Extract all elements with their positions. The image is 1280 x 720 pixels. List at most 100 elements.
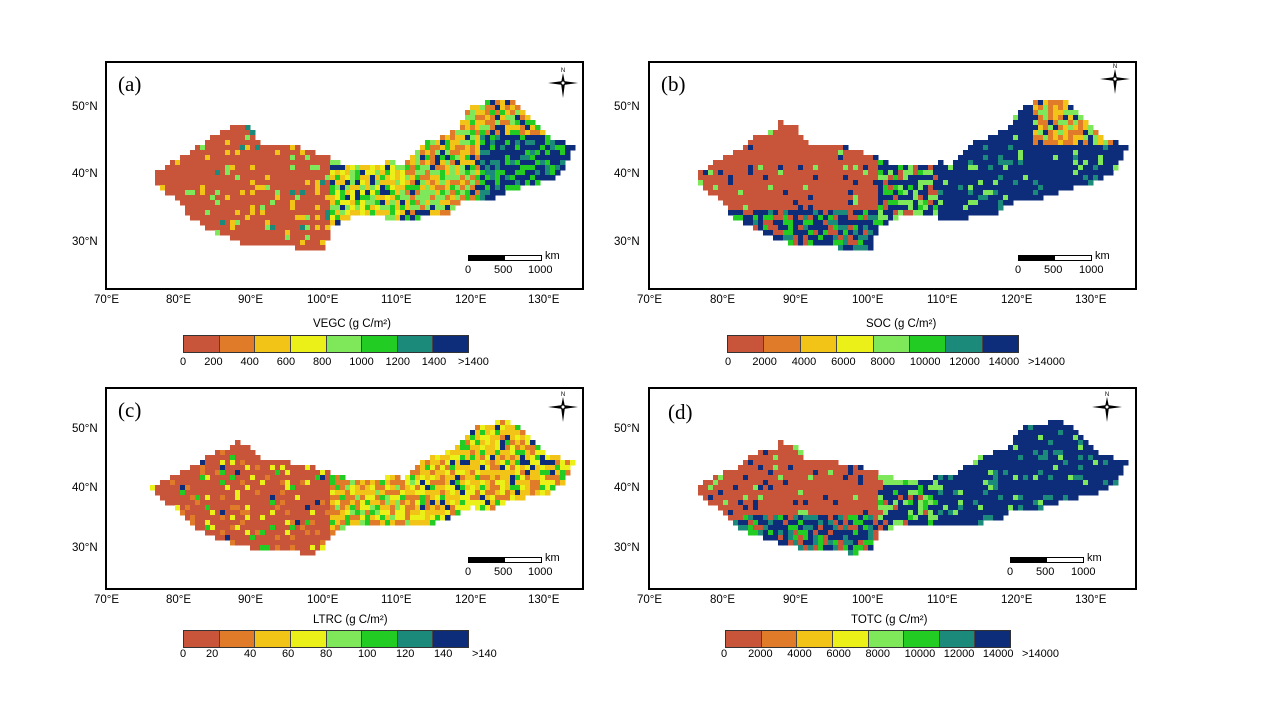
scale-label: 1000 <box>528 566 553 578</box>
lon-tick: 120°E <box>455 594 487 606</box>
lat-tick: 30°N <box>72 236 98 248</box>
lat-tick: 40°N <box>614 482 640 494</box>
legend-swatch <box>184 631 220 647</box>
scale-bar <box>468 557 542 563</box>
lon-tick: 100°E <box>852 294 884 306</box>
lon-tick: 110°E <box>381 294 412 306</box>
lat-tick: 50°N <box>614 101 640 113</box>
legend-label: 2000 <box>748 648 773 660</box>
lon-tick: 80°E <box>710 294 736 306</box>
legend-swatch <box>362 631 398 647</box>
legend-swatch <box>797 631 833 647</box>
scale-label: 1000 <box>528 264 553 276</box>
scale-label: 0 <box>465 264 472 276</box>
legend-swatch <box>326 631 363 647</box>
legend-label: 2000 <box>752 356 777 368</box>
lon-tick: 70°E <box>637 294 663 306</box>
lat-tick: 30°N <box>614 236 640 248</box>
lat-tick: 50°N <box>72 423 98 435</box>
legend-swatch <box>433 336 468 352</box>
legend-swatch <box>761 631 798 647</box>
north-arrow-icon: N <box>546 390 580 429</box>
legend-label: 40 <box>244 648 257 660</box>
lat-tick: 40°N <box>614 168 640 180</box>
legend-label: >1400 <box>458 356 489 368</box>
lon-tick: 70°E <box>94 294 120 306</box>
legend-swatch <box>728 336 765 352</box>
legend-label: >14000 <box>1028 356 1066 368</box>
legend-label: 14000 <box>982 648 1014 660</box>
legend-label: 8000 <box>870 356 895 368</box>
legend-swatch <box>255 336 291 352</box>
color-legend <box>727 335 1019 353</box>
legend-swatch <box>800 336 838 352</box>
legend-label: 120 <box>396 648 415 660</box>
lon-tick: 120°E <box>1001 294 1033 306</box>
legend-swatch <box>939 631 976 647</box>
scale-label: 1000 <box>1071 566 1096 578</box>
lon-tick: 130°E <box>528 294 560 306</box>
legend-swatch <box>764 336 801 352</box>
legend-label: 1400 <box>421 356 447 368</box>
color-legend <box>183 335 469 353</box>
lon-tick: 110°E <box>927 594 958 606</box>
legend-label: 12000 <box>943 648 975 660</box>
map-raster <box>155 100 576 251</box>
lon-tick: 70°E <box>637 594 663 606</box>
lat-tick: 50°N <box>72 101 98 113</box>
lon-tick: 130°E <box>1075 294 1107 306</box>
map-raster <box>150 420 576 556</box>
lon-tick: 130°E <box>528 594 560 606</box>
legend-title: LTRC (g C/m²) <box>313 614 388 626</box>
legend-swatch <box>975 631 1010 647</box>
lon-tick: 100°E <box>307 294 339 306</box>
lon-tick: 90°E <box>783 594 809 606</box>
panel-label: (d) <box>668 400 693 424</box>
legend-label: 0 <box>721 648 728 660</box>
scale-bar <box>1010 557 1084 563</box>
legend-label: 0 <box>180 648 187 660</box>
legend-swatch <box>433 631 468 647</box>
map-raster <box>698 100 1129 251</box>
scale-label: 500 <box>1044 264 1063 276</box>
scale-label: 500 <box>494 264 513 276</box>
legend-label: 10000 <box>904 648 936 660</box>
legend-label: >14000 <box>1022 648 1060 660</box>
legend-label: 140 <box>434 648 453 660</box>
legend-label: 800 <box>313 356 332 368</box>
legend-label: >140 <box>472 648 497 660</box>
svg-text:N: N <box>1113 64 1117 70</box>
lon-tick: 100°E <box>307 594 339 606</box>
lat-tick: 40°N <box>72 168 98 180</box>
legend-swatch <box>362 336 398 352</box>
legend-swatch <box>184 336 220 352</box>
legend-label: 12000 <box>949 356 980 368</box>
legend-label: 1200 <box>385 356 410 368</box>
svg-text:N: N <box>1105 392 1109 398</box>
panel-label: (a) <box>118 72 142 96</box>
svg-text:N: N <box>561 68 565 74</box>
legend-swatch <box>909 336 947 352</box>
legend-swatch <box>873 336 910 352</box>
north-arrow-icon: N <box>546 66 580 105</box>
color-legend <box>725 630 1011 648</box>
scale-unit: km <box>1087 552 1102 564</box>
scale-bar <box>468 255 542 261</box>
lon-tick: 120°E <box>455 294 487 306</box>
legend-swatch <box>982 336 1018 352</box>
color-legend <box>183 630 469 648</box>
north-arrow-icon: N <box>1098 62 1132 101</box>
legend-label: 400 <box>240 356 259 368</box>
lon-tick: 130°E <box>1075 594 1107 606</box>
lat-tick: 40°N <box>72 482 98 494</box>
legend-swatch <box>219 631 256 647</box>
legend-label: 0 <box>180 356 187 368</box>
legend-label: 0 <box>725 356 732 368</box>
lat-tick: 30°N <box>72 542 98 554</box>
legend-label: 20 <box>206 648 219 660</box>
legend-title: TOTC (g C/m²) <box>851 614 928 626</box>
north-arrow-icon: N <box>1090 390 1124 429</box>
legend-label: 100 <box>358 648 377 660</box>
legend-swatch <box>832 631 869 647</box>
